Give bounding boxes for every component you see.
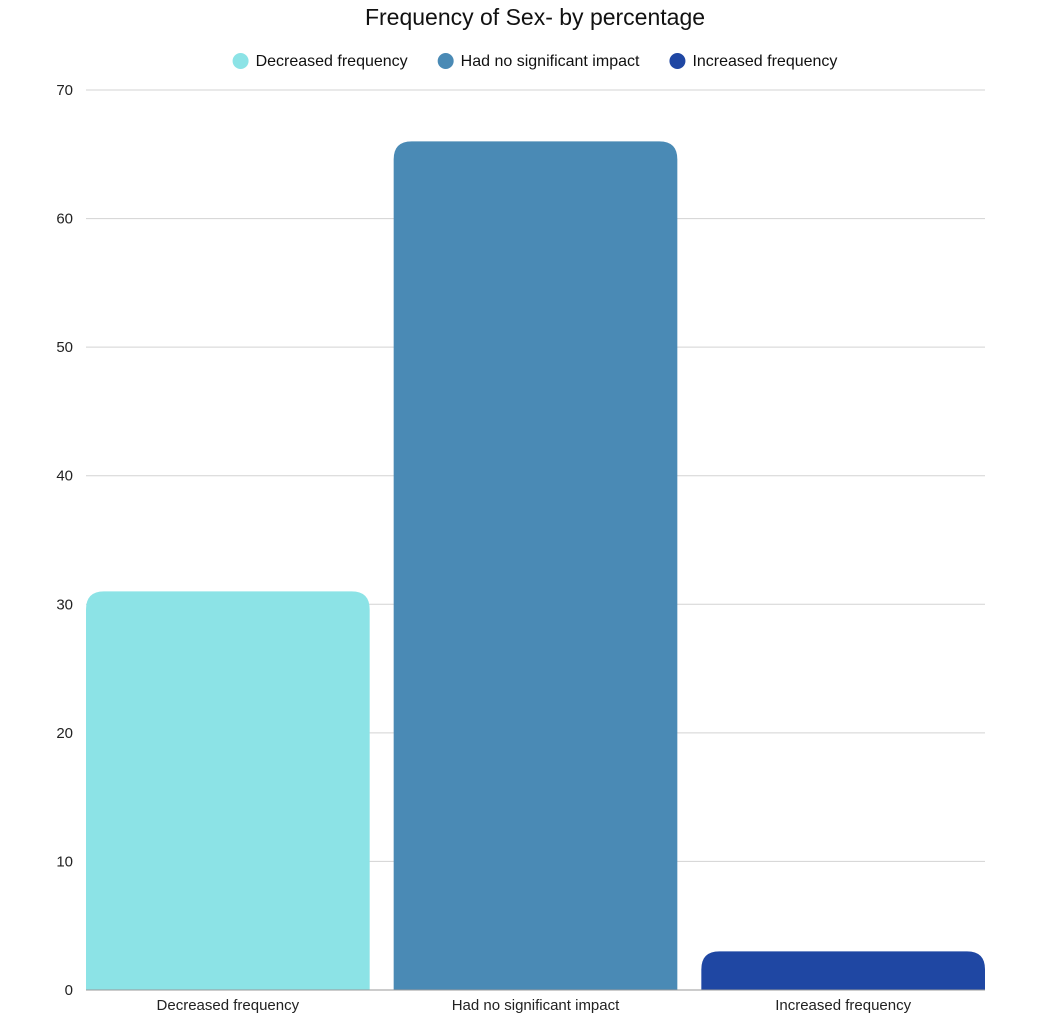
legend-label: Decreased frequency xyxy=(256,53,408,70)
y-tick-label: 60 xyxy=(56,211,73,228)
y-tick-label: 50 xyxy=(56,339,73,356)
y-tick-label: 10 xyxy=(56,853,73,870)
y-tick-label: 70 xyxy=(56,82,73,99)
legend-item: Had no significant impact xyxy=(437,53,640,70)
legend-swatch xyxy=(232,53,249,69)
legend-swatch xyxy=(669,53,686,69)
legend: Decreased frequency Had no significant im… xyxy=(232,53,837,70)
x-tick-label: Had no significant impact xyxy=(452,997,620,1014)
chart-title: Frequency of Sex- by percentage xyxy=(365,4,705,30)
y-axis: 0 10 20 30 40 50 60 70 xyxy=(56,82,73,999)
bar-increased-frequency xyxy=(701,951,985,990)
legend-label: Had no significant impact xyxy=(461,53,640,70)
x-tick-label: Decreased frequency xyxy=(157,997,300,1014)
legend-item: Decreased frequency xyxy=(232,53,408,70)
x-tick-label: Increased frequency xyxy=(775,997,911,1014)
y-tick-label: 0 xyxy=(65,982,73,999)
legend-swatch xyxy=(437,53,454,69)
x-axis: Decreased frequency Had no significant im… xyxy=(86,989,985,1014)
legend-label: Increased frequency xyxy=(692,53,837,70)
y-tick-label: 30 xyxy=(56,596,73,613)
y-tick-label: 40 xyxy=(56,468,73,485)
y-tick-label: 20 xyxy=(56,725,73,742)
bar-had-no-significant-impact xyxy=(393,141,678,990)
bar-decreased-frequency xyxy=(86,591,370,990)
bars xyxy=(86,141,985,990)
legend-item: Increased frequency xyxy=(669,53,837,70)
